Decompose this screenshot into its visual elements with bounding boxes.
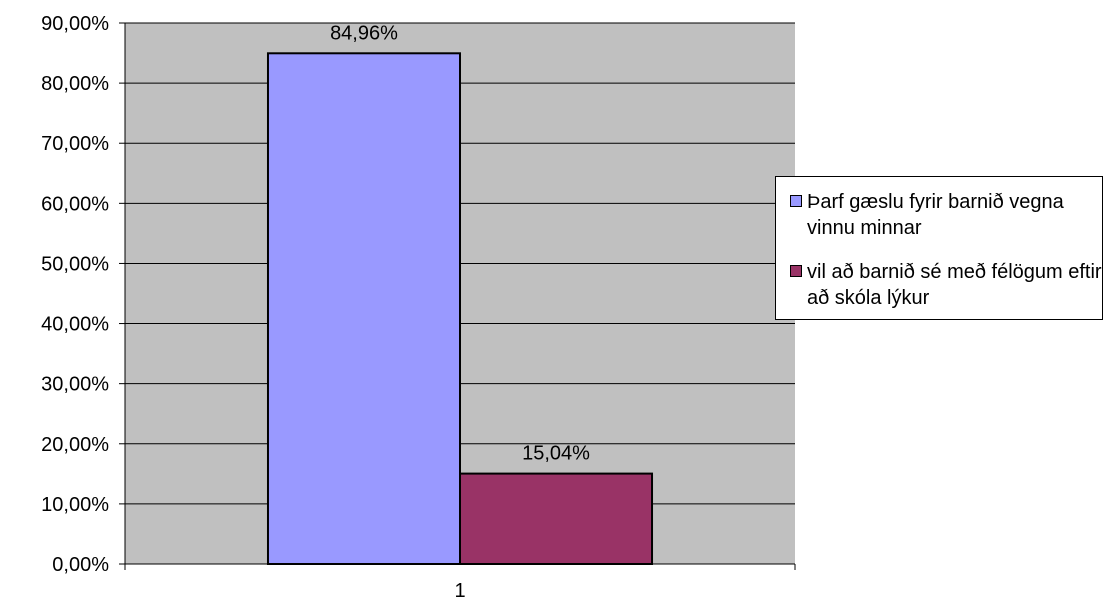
axes xyxy=(119,22,796,570)
bars xyxy=(266,52,654,566)
legend-swatch-1 xyxy=(790,195,802,207)
y-tick-label: 0,00% xyxy=(52,554,109,576)
legend-item-1: Þarf gæslu fyrir barnið vegna vinnu minn… xyxy=(790,189,1105,241)
bar-series-1 xyxy=(266,52,461,566)
y-tick-label: 30,00% xyxy=(41,374,109,396)
y-tick-label: 10,00% xyxy=(41,494,109,516)
y-tick-label: 80,00% xyxy=(41,73,109,95)
y-tick-label: 90,00% xyxy=(41,13,109,35)
bar-data-label: 15,04% xyxy=(522,443,590,465)
x-axis-tick-labels: 1 xyxy=(454,580,465,602)
y-axis-tick-labels: 0,00% 10,00% 20,00% 30,00% 40,00% 50,00% 60,00… xyxy=(41,13,109,576)
bar-data-labels: 84,96% 15,04% xyxy=(330,22,590,464)
bar-series-2 xyxy=(459,472,654,566)
y-tick-label: 20,00% xyxy=(41,434,109,456)
bar-data-label: 84,96% xyxy=(330,22,398,44)
y-tick-label: 60,00% xyxy=(41,193,109,215)
x-tick-label: 1 xyxy=(454,580,465,602)
y-tick-label: 70,00% xyxy=(41,133,109,155)
legend-label-1: Þarf gæslu fyrir barnið vegna vinnu minn… xyxy=(807,191,1064,239)
legend-swatch-2 xyxy=(790,265,802,277)
legend-label-2: vil að barnið sé með félögum eftir að sk… xyxy=(807,261,1102,309)
y-tick-label: 50,00% xyxy=(41,253,109,275)
y-tick-label: 40,00% xyxy=(41,314,109,336)
legend: Þarf gæslu fyrir barnið vegna vinnu minn… xyxy=(775,176,1103,320)
legend-item-2: vil að barnið sé með félögum eftir að sk… xyxy=(790,259,1105,311)
